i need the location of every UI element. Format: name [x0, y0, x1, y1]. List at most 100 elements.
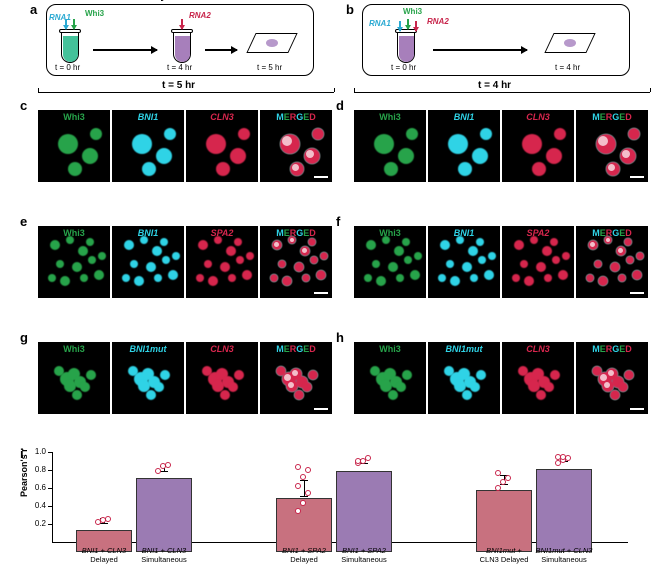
micro-h-merged: MERGED	[576, 342, 648, 414]
micro-label: Whi3	[63, 112, 85, 122]
t0-a: t = 0 hr	[55, 63, 80, 72]
schematic-a: Delayed Addition RNA1 Whi3 t = 0 hr RNA2…	[46, 4, 314, 76]
micro-row-h: Whi3 BNI1mut CLN3 MERGED	[354, 342, 648, 414]
y-tick-label: 0.6	[26, 483, 46, 492]
merged-label: MERGED	[276, 344, 316, 354]
err-cap	[300, 496, 308, 497]
micro-g-merged: MERGED	[260, 342, 332, 414]
micro-row-d: Whi3 BNI1 CLN3 MERGED	[354, 110, 648, 182]
bar-3	[336, 471, 392, 552]
scale-bar	[630, 292, 644, 294]
arrow-rna1-b	[399, 21, 401, 31]
micro-e-ch0: Whi3	[38, 226, 110, 298]
micro-label: BNI1mut	[445, 344, 482, 354]
data-point	[165, 462, 171, 468]
micro-e-ch2: SPA2	[186, 226, 258, 298]
time-header-t4: t = 4 hr	[478, 80, 511, 91]
panel-letter-g: g	[20, 330, 28, 345]
time-tick-r2	[650, 88, 651, 92]
panel-letter-c: c	[20, 98, 27, 113]
scale-bar	[314, 408, 328, 410]
scale-bar	[630, 176, 644, 178]
t5-a: t = 5 hr	[257, 63, 282, 72]
schematic-b: Simultaneous Addition RNA1 Whi3 RNA2 t =…	[362, 4, 630, 76]
arrow-rna1-a	[65, 19, 67, 29]
data-point	[295, 508, 301, 514]
panel-letter-e: e	[20, 214, 27, 229]
micro-label: CLN3	[526, 112, 550, 122]
y-tick	[48, 524, 52, 525]
micro-e-ch1: BNI1	[112, 226, 184, 298]
arrow-a2	[205, 41, 237, 59]
micro-label: CLN3	[210, 344, 234, 354]
merged-label: MERGED	[276, 112, 316, 122]
panel-letter-b: b	[346, 2, 354, 17]
micro-c-ch2: CLN3	[186, 110, 258, 182]
t4-a: t = 4 hr	[167, 63, 192, 72]
micro-f-merged: MERGED	[576, 226, 648, 298]
panel-letter-h: h	[336, 330, 344, 345]
panel-letter-f: f	[336, 214, 340, 229]
micro-row-e: Whi3BNI1SPA2MERGED	[38, 226, 332, 298]
micro-row-g: Whi3BNI1mutCLN3MERGED	[38, 342, 332, 414]
data-point	[495, 485, 501, 491]
micro-label: Whi3	[379, 344, 401, 354]
micro-label: BNI1	[138, 112, 159, 122]
arrow-rna2-a	[181, 19, 183, 29]
arrow-a1	[93, 41, 157, 59]
micro-d-merged: MERGED	[576, 110, 648, 182]
panel-letter-a: a	[30, 2, 37, 17]
panel-letter-d: d	[336, 98, 344, 113]
err-cap	[100, 523, 108, 524]
rna2-label-b: RNA2	[427, 17, 449, 26]
slide-b	[549, 33, 591, 58]
micro-c-merged: MERGED	[260, 110, 332, 182]
y-axis	[52, 452, 53, 542]
micro-g-ch1: BNI1mut	[112, 342, 184, 414]
y-tick-label: 1.0	[26, 447, 46, 456]
micro-g-ch2: CLN3	[186, 342, 258, 414]
data-point	[305, 490, 311, 496]
bar-2	[276, 498, 332, 552]
data-point	[505, 475, 511, 481]
micro-label: BNI1	[454, 112, 475, 122]
t0-b: t = 0 hr	[391, 63, 416, 72]
arrow-b	[433, 41, 527, 59]
micro-d-ch0: Whi3	[354, 110, 426, 182]
whi3-label-a: Whi3	[85, 9, 104, 18]
arrow-whi3-b	[407, 19, 409, 29]
micro-c-ch1: BNI1	[112, 110, 184, 182]
bar-label-3: BNI1 + SPA2Simultaneous	[332, 546, 396, 564]
micro-label: CLN3	[210, 112, 234, 122]
micro-h-ch2: CLN3	[502, 342, 574, 414]
micro-c-ch0: Whi3	[38, 110, 110, 182]
time-header-t5: t = 5 hr	[162, 80, 195, 91]
tube-a1	[59, 27, 81, 68]
scale-bar	[314, 292, 328, 294]
t4-b: t = 4 hr	[555, 63, 580, 72]
micro-row-f: Whi3BNI1SPA2MERGED	[354, 226, 648, 298]
err-cap	[160, 471, 168, 472]
y-tick	[48, 488, 52, 489]
rna2-label-a: RNA2	[189, 11, 211, 20]
bar-1	[136, 478, 192, 552]
data-point	[495, 470, 501, 476]
micro-h-ch0: Whi3	[354, 342, 426, 414]
time-tick-l2	[334, 88, 335, 92]
schematic-b-title: Simultaneous Addition	[436, 0, 557, 2]
data-point	[365, 455, 371, 461]
err-cap	[300, 480, 308, 481]
merged-label: MERGED	[592, 228, 632, 238]
time-bar-right	[354, 92, 650, 93]
micro-e-merged: MERGED	[260, 226, 332, 298]
merged-label: MERGED	[592, 344, 632, 354]
bar-label-4: BNI1mut +CLN3 Delayed	[472, 546, 536, 564]
bar-label-0: BNI1 + CLN3Delayed	[72, 546, 136, 564]
bar-label-2: BNI1 + SPA2Delayed	[272, 546, 336, 564]
data-point	[295, 483, 301, 489]
y-tick-label: 0.8	[26, 465, 46, 474]
bar-4	[476, 490, 532, 552]
micro-f-ch2: SPA2	[502, 226, 574, 298]
bar-label-5: BNI1mut + CLN3Simultaneous	[532, 546, 596, 564]
scale-bar	[314, 176, 328, 178]
